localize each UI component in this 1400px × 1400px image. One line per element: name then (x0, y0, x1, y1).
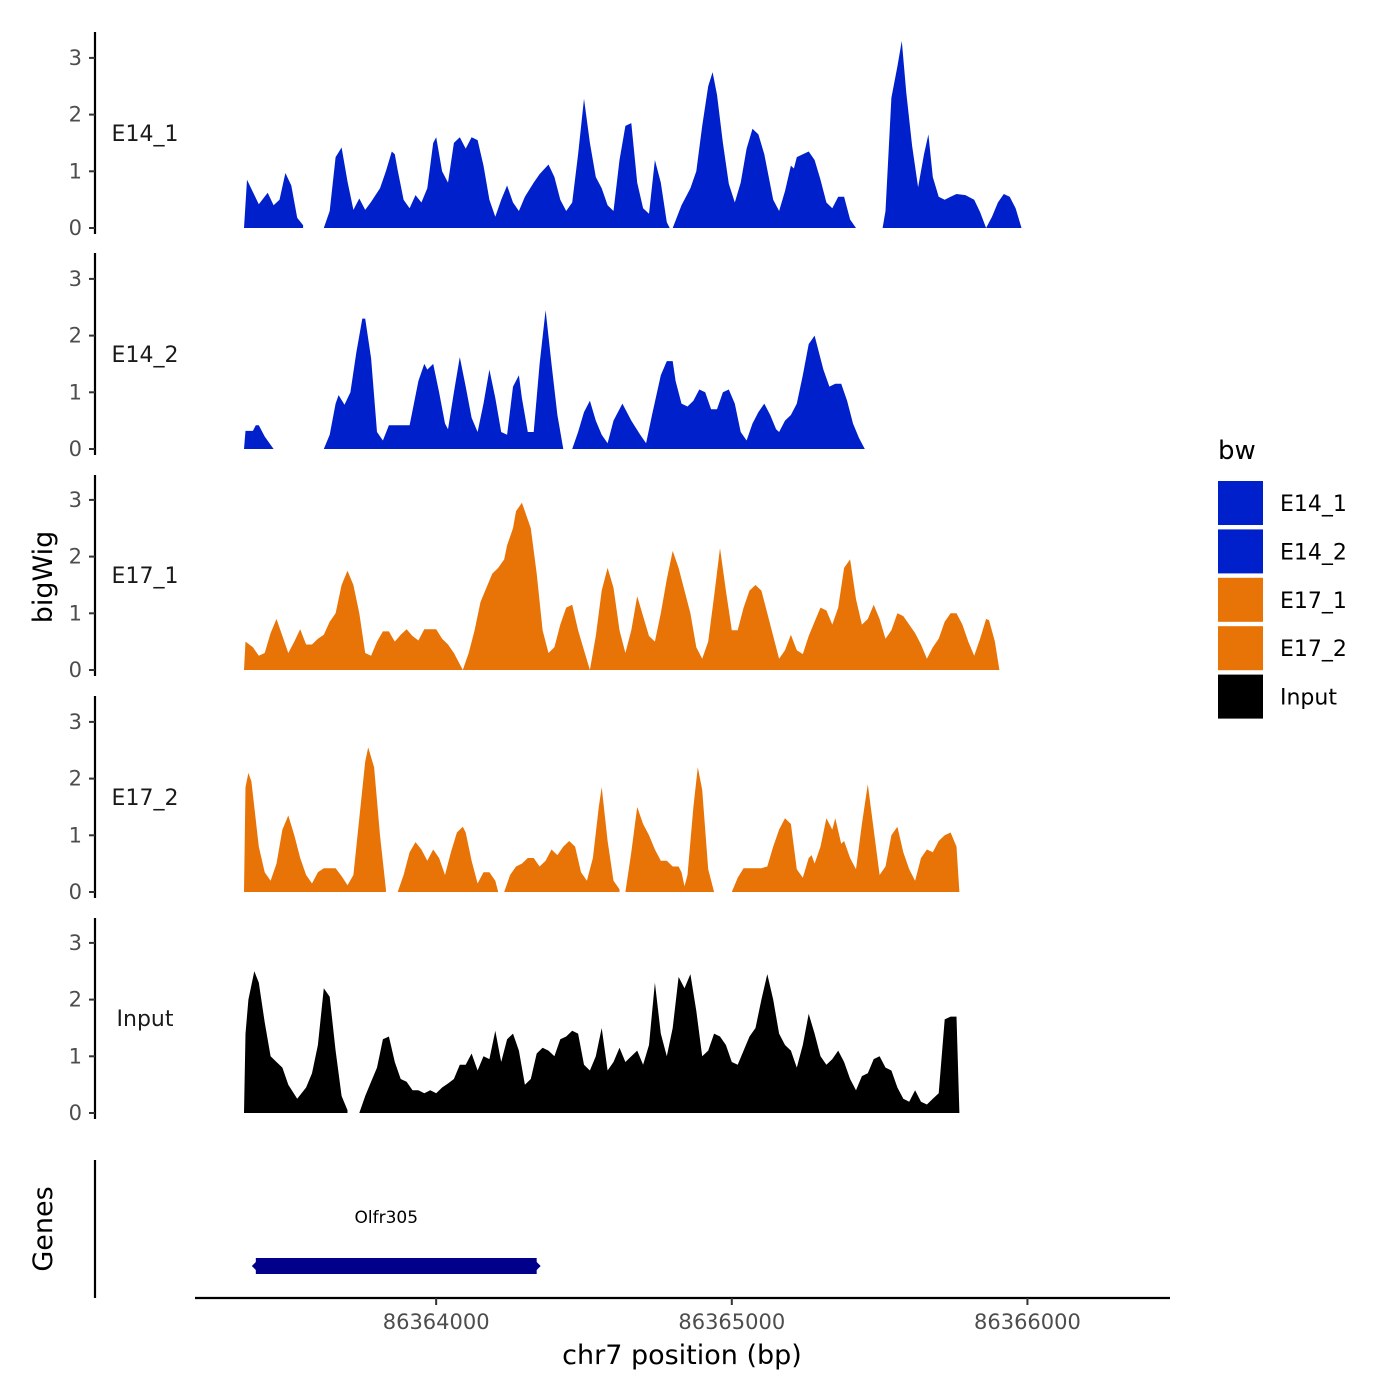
legend-item-e14-1: E14_1 (1218, 481, 1347, 525)
y-tick-label: 0 (69, 216, 82, 240)
legend-swatch (1218, 577, 1263, 622)
track-e17-2: 0 1 2 3 E17_2 (69, 696, 960, 904)
signal-area-e14-1-3 (672, 72, 856, 228)
y-tick-label: 3 (69, 46, 82, 70)
legend-item-e17-1: E17_1 (1218, 577, 1347, 622)
legend-swatch (1218, 529, 1263, 574)
legend-swatch (1218, 626, 1263, 671)
x-axis: 86364000 86365000 86366000 (195, 1296, 1170, 1334)
x-tick-label: 86366000 (974, 1310, 1081, 1334)
signal-area-e17-2-2 (397, 826, 499, 892)
y-tick-label: 0 (69, 880, 82, 904)
y-tick-label: 1 (69, 380, 82, 404)
y-tick-label: 2 (69, 103, 82, 127)
legend-swatch (1218, 481, 1263, 525)
signal-area-input-1 (244, 971, 348, 1113)
legend-item-e17-2: E17_2 (1218, 626, 1347, 671)
gene-body (255, 1258, 537, 1274)
y-tick-label: 0 (69, 1101, 82, 1125)
y-tick-label: 3 (69, 931, 82, 955)
x-tick-label: 86364000 (383, 1310, 490, 1334)
track-label: E17_1 (112, 564, 179, 589)
y-tick-label: 2 (69, 767, 82, 791)
genes-axis-title: Genes (28, 1186, 59, 1271)
signal-area-input-2 (359, 974, 960, 1113)
track-label: E14_1 (112, 122, 179, 147)
track-label: Input (117, 1007, 174, 1032)
y-tick-label: 3 (69, 710, 82, 734)
genes-panel: Olfr305 (93, 1160, 541, 1298)
y-tick-label: 2 (69, 324, 82, 348)
track-input: 0 1 2 3 Input (69, 918, 960, 1125)
legend-label: E17_1 (1280, 589, 1347, 614)
legend: bw E14_1 E14_2 E17_1 E17_2 Input (1218, 436, 1347, 719)
track-label: E14_2 (112, 343, 179, 368)
legend-label: E17_2 (1280, 637, 1347, 662)
signal-area-e17-1-1 (244, 502, 1000, 670)
track-e17-1: 0 1 2 3 E17_1 (69, 475, 1000, 682)
gene-end-cap (533, 1259, 541, 1273)
legend-item-e14-2: E14_2 (1218, 529, 1347, 574)
y-tick-label: 1 (69, 1044, 82, 1068)
y-tick-label: 0 (69, 658, 82, 682)
signal-area-e14-1-2 (323, 98, 670, 228)
signal-area-e14-1-4 (882, 40, 1022, 229)
signal-area-e17-2-3 (504, 787, 620, 892)
y-tick-label: 2 (69, 545, 82, 569)
legend-label: E14_2 (1280, 540, 1347, 565)
signal-area-e17-2-5 (731, 784, 960, 892)
signal-area-e17-2-1 (244, 747, 386, 892)
y-axis-title: bigWig (28, 531, 59, 624)
gene-end-cap (251, 1259, 259, 1273)
legend-title: bw (1218, 436, 1256, 466)
track-label: E17_2 (112, 786, 179, 811)
signal-area-e14-2-1 (244, 425, 274, 449)
y-tick-label: 1 (69, 823, 82, 847)
signal-area-e14-1-1 (244, 173, 304, 228)
legend-item-input: Input (1218, 674, 1337, 719)
x-tick-label: 86365000 (678, 1310, 785, 1334)
track-e14-1: 0 1 2 3 E14_1 (69, 32, 1022, 240)
y-tick-label: 1 (69, 601, 82, 625)
gene-label: Olfr305 (354, 1208, 418, 1228)
track-panels: 0 1 2 3 E14_1 0 1 2 3 E14_2 0 1 2 3 E17_1 0 1 2 3 E17_2 0 1 2 3… (69, 32, 1022, 1125)
track-e14-2: 0 1 2 3 E14_2 (69, 253, 865, 461)
y-tick-label: 2 (69, 988, 82, 1012)
y-tick-label: 1 (69, 159, 82, 183)
signal-area-e17-2-4 (625, 767, 715, 892)
y-tick-label: 3 (69, 267, 82, 291)
signal-area-e14-2-3 (572, 335, 865, 449)
y-tick-label: 0 (69, 437, 82, 461)
legend-label: Input (1280, 686, 1337, 711)
x-axis-title: chr7 position (bp) (562, 1340, 802, 1371)
legend-swatch (1218, 674, 1263, 719)
y-tick-label: 3 (69, 488, 82, 512)
legend-label: E14_1 (1280, 492, 1347, 517)
signal-area-e14-2-2 (323, 310, 564, 449)
